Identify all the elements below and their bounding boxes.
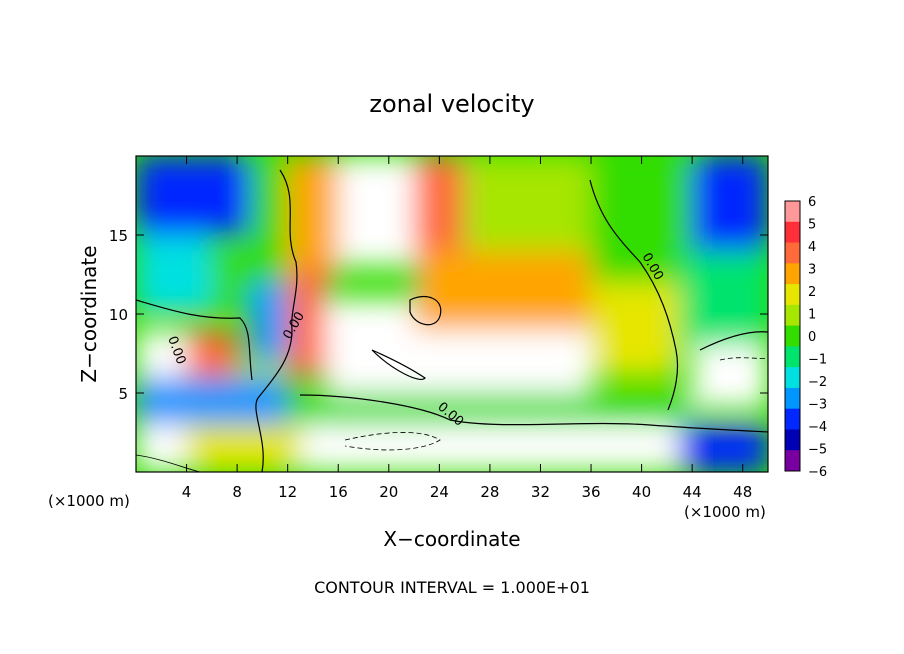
colorbar-label: −1 <box>808 353 827 368</box>
x-unit-left: (×1000 m) <box>48 492 130 510</box>
colorbar-swatch <box>785 387 800 410</box>
colorbar-swatch <box>785 201 800 223</box>
x-tick-label: 40 <box>632 483 651 501</box>
heatmap-field <box>136 156 768 472</box>
x-tick-label: 16 <box>329 483 348 501</box>
field-region <box>692 156 768 251</box>
colorbar-swatch <box>785 304 800 327</box>
x-tick-label: 36 <box>581 483 600 501</box>
x-axis-ticks: 4 8 12 16 20 24 28 32 36 40 44 48 <box>182 156 752 501</box>
field-region <box>325 298 415 393</box>
colorbar-label: 4 <box>808 240 816 255</box>
y-tick-label: 5 <box>118 385 128 403</box>
x-tick-label: 8 <box>232 483 242 501</box>
colorbar-label: −6 <box>808 465 827 480</box>
field-region <box>414 250 592 330</box>
field-region <box>338 156 415 267</box>
colorbar-swatch <box>785 242 800 264</box>
x-tick-label: 24 <box>430 483 449 501</box>
colorbar-swatch <box>785 221 800 244</box>
colorbar-swatch <box>785 367 800 389</box>
x-unit-right: (×1000 m) <box>684 503 766 521</box>
y-tick-label: 15 <box>109 227 128 245</box>
contour-interval-note: CONTOUR INTERVAL = 1.000E+01 <box>314 578 590 597</box>
colorbar-label: −3 <box>808 398 827 413</box>
field-region <box>249 282 288 362</box>
zero-contours <box>136 169 768 472</box>
colorbar-swatch <box>785 346 800 368</box>
colorbar-label: −5 <box>808 443 827 458</box>
colorbar-label: 0 <box>808 330 816 345</box>
colorbar-label: 5 <box>808 218 816 233</box>
y-axis-label: Z−coordinate <box>77 245 101 382</box>
field-region <box>414 329 592 393</box>
field-region <box>591 282 680 378</box>
field-region <box>136 377 288 425</box>
x-tick-label: 44 <box>683 483 702 501</box>
field-region <box>692 345 768 409</box>
colorbar: 6 5 4 3 2 1 0 −1 −2 −3 −4 −5 −6 <box>784 195 827 480</box>
colorbar-label: −2 <box>808 375 827 390</box>
x-tick-label: 20 <box>379 483 398 501</box>
colorbar-frame <box>784 200 801 472</box>
field-region <box>679 424 768 472</box>
field-region <box>136 424 187 472</box>
field-region <box>186 329 238 378</box>
colorbar-label: 1 <box>808 308 816 323</box>
x-tick-label: 32 <box>531 483 550 501</box>
x-axis-label: X−coordinate <box>383 527 520 551</box>
x-tick-label: 12 <box>278 483 297 501</box>
field-region <box>136 235 212 314</box>
colorbar-label: 3 <box>808 263 816 278</box>
colorbar-swatch <box>785 325 800 347</box>
colorbar-swatch <box>785 429 800 451</box>
y-tick-label: 10 <box>109 306 128 324</box>
colorbar-label: 6 <box>808 195 816 210</box>
colorbar-swatch <box>785 263 800 285</box>
x-tick-label: 4 <box>182 483 192 501</box>
field-region <box>464 156 592 267</box>
x-tick-label: 28 <box>480 483 499 501</box>
field-region <box>249 156 288 251</box>
colorbar-swatch <box>785 408 800 430</box>
colorbar-swatch <box>785 450 800 472</box>
y-axis-ticks: 5 10 15 <box>109 227 768 403</box>
field-region <box>414 156 465 251</box>
field-region <box>287 266 326 378</box>
field-region <box>136 329 187 378</box>
field-region <box>136 156 250 235</box>
colorbar-label: −4 <box>808 420 827 435</box>
colorbar-swatch <box>785 284 800 306</box>
colorbar-label: 2 <box>808 285 816 300</box>
x-tick-label: 48 <box>733 483 752 501</box>
chart-title: zonal velocity <box>369 90 534 118</box>
field-region <box>186 424 301 472</box>
field-region <box>679 250 768 346</box>
field-region <box>591 156 693 283</box>
field-region <box>287 156 339 283</box>
